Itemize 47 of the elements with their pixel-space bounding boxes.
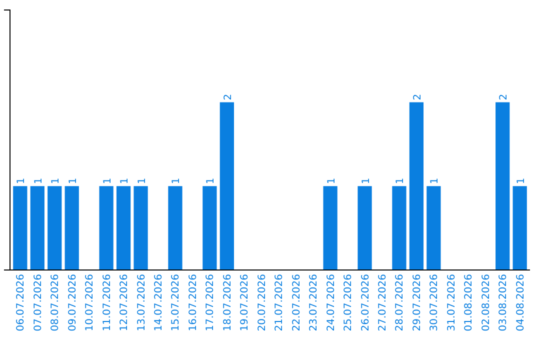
data-label: 2 — [222, 94, 234, 100]
x-tick-label: 10.07.2026 — [84, 274, 96, 332]
x-tick-label: 01.08.2026 — [464, 274, 475, 332]
x-tick-label: 03.08.2026 — [498, 274, 510, 332]
data-label: 1 — [516, 178, 527, 184]
x-tick-label: 09.07.2026 — [67, 274, 78, 332]
x-tick-label: 18.07.2026 — [222, 274, 234, 332]
x-tick-label: 11.07.2026 — [102, 274, 113, 332]
x-tick-label: 30.07.2026 — [429, 274, 440, 332]
x-tick-label: 02.08.2026 — [480, 274, 492, 332]
x-tick-label: 12.07.2026 — [119, 274, 130, 332]
x-tick-label: 28.07.2026 — [394, 274, 406, 332]
x-tick-label: 27.07.2026 — [377, 274, 388, 332]
x-tick-label: 16.07.2026 — [188, 274, 199, 332]
data-label: 2 — [498, 94, 510, 100]
x-tick-label: 21.07.2026 — [274, 274, 286, 332]
x-tick-label: 31.07.2026 — [446, 274, 458, 332]
data-label: 1 — [395, 178, 406, 184]
x-tick-label: 13.07.2026 — [136, 274, 148, 332]
data-label: 1 — [120, 178, 131, 184]
x-tick-label: 23.07.2026 — [308, 274, 320, 332]
x-tick-label: 19.07.2026 — [240, 274, 251, 332]
x-tick-label: 04.08.2026 — [515, 274, 526, 332]
data-label: 1 — [50, 178, 62, 184]
data-label: 1 — [171, 178, 182, 184]
data-label: 1 — [326, 178, 338, 184]
x-tick-label: 06.07.2026 — [16, 274, 27, 332]
x-tick-label: 14.07.2026 — [154, 274, 165, 332]
data-label: 2 — [412, 94, 424, 100]
x-tick-label: 24.07.2026 — [326, 274, 337, 332]
data-label: 1 — [430, 178, 441, 184]
data-label: 1 — [360, 178, 372, 184]
x-tick-label: 07.07.2026 — [32, 274, 44, 332]
data-label: 1 — [102, 178, 114, 184]
x-tick-label: 15.07.2026 — [170, 274, 182, 332]
x-tick-label: 08.07.2026 — [50, 274, 62, 332]
data-label: 1 — [33, 178, 44, 184]
data-label: 1 — [136, 178, 148, 184]
data-label: 1 — [68, 178, 79, 184]
x-tick-label: 25.07.2026 — [343, 274, 354, 332]
data-label: 1 — [206, 178, 217, 184]
x-tick-label: 17.07.2026 — [205, 274, 216, 332]
data-label: 1 — [16, 178, 28, 184]
x-tick-label: 20.07.2026 — [256, 274, 268, 332]
x-tick-label: 22.07.2026 — [291, 274, 302, 332]
x-tick-label: 29.07.2026 — [412, 274, 423, 332]
x-tick-label: 26.07.2026 — [360, 274, 372, 332]
